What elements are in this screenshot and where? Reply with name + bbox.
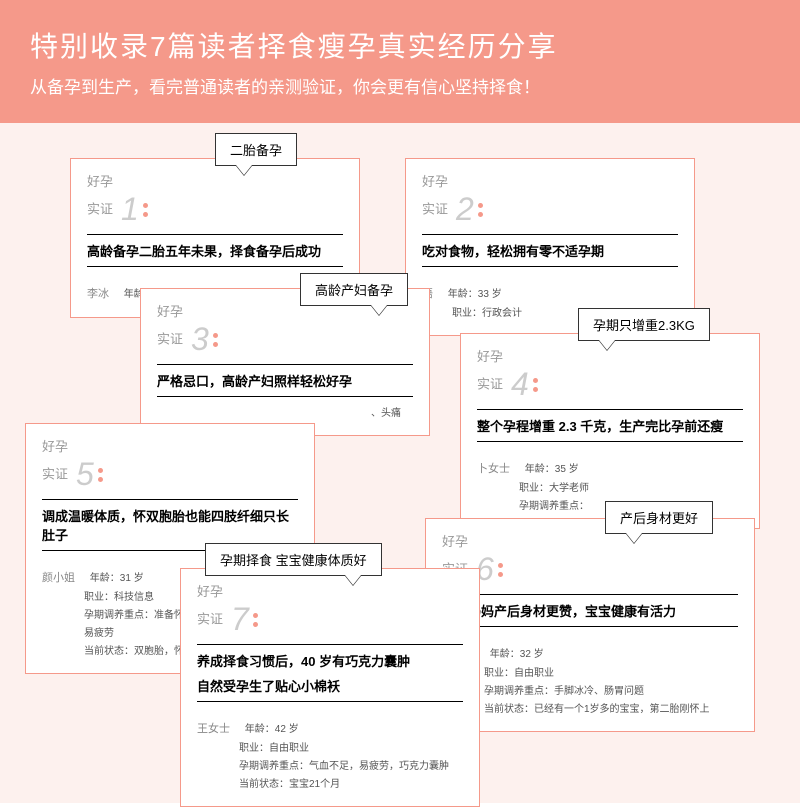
card-label: 实证 — [87, 202, 113, 217]
card-number: 5 — [76, 456, 94, 493]
testimony-card-4: 好孕 实证 4 整个孕程增重 2.3 千克，生产完比孕前还瘦 卜女士 年龄：35 … — [460, 333, 760, 529]
divider — [157, 364, 413, 365]
card-number: 3 — [191, 321, 209, 358]
divider — [87, 266, 343, 267]
person-job: 职业：自由职业 — [484, 668, 554, 679]
person-name: 颜小姐 — [42, 569, 75, 589]
card-label: 好孕 — [87, 174, 113, 189]
dots-icon — [143, 203, 148, 217]
divider — [477, 409, 743, 410]
person-job: 职业：自由职业 — [239, 743, 309, 754]
divider — [157, 396, 413, 397]
divider — [422, 266, 678, 267]
extra-text: 易疲劳 — [84, 628, 114, 639]
person-status: 当前状态：已经有一个1岁多的宝宝，第二胎刚怀上 — [484, 704, 710, 715]
extra-text: 、头痛 — [371, 408, 401, 419]
card-number: 4 — [511, 366, 529, 403]
speech-bubble-3: 孕期只增重2.3KG — [578, 308, 710, 341]
person-status: 当前状态：双胞胎，怀 — [84, 646, 184, 657]
person-status: 当前状态：宝宝21个月 — [239, 779, 340, 790]
dots-icon — [98, 468, 103, 482]
card-label: 好孕 — [477, 349, 503, 364]
card-label: 好孕 — [157, 304, 183, 319]
content-area: 好孕 实证1 高龄备孕二胎五年未果，择食备孕后成功 李冰 年龄：43 岁 好孕 … — [0, 123, 800, 803]
testimony-card-7: 好孕 实证 7 养成择食习惯后，40 岁有巧克力囊肿 自然受孕生了贴心小棉袄 王女… — [180, 568, 480, 807]
divider — [422, 234, 678, 235]
card-label: 好孕 — [42, 439, 68, 454]
card-headline: 调成温暖体质，怀双胞胎也能四肢纤细只长肚子 — [42, 506, 298, 544]
dots-icon — [498, 563, 503, 577]
dots-icon — [478, 203, 483, 217]
card-label: 实证 — [42, 467, 68, 482]
speech-bubble-2: 高龄产妇备孕 — [300, 273, 408, 306]
person-job: 职业：大学老师 — [519, 483, 589, 494]
divider — [197, 701, 463, 702]
card-headline: 瘦孕妈妈产后身材更赞，宝宝健康有活力 — [442, 601, 738, 620]
card-number: 1 — [121, 191, 139, 228]
person-focus: 孕期调养重点：准备怀 — [84, 610, 184, 621]
header-title: 特别收录7篇读者择食瘦孕真实经历分享 — [30, 25, 770, 65]
divider — [442, 626, 738, 627]
divider — [197, 644, 463, 645]
card-headline: 吃对食物，轻松拥有零不适孕期 — [422, 241, 678, 260]
person-age: 年龄：42 岁 — [245, 724, 299, 735]
divider — [42, 499, 298, 500]
person-name: 李冰 — [87, 285, 109, 305]
person-age: 年龄：35 岁 — [525, 464, 579, 475]
card-label: 实证 — [157, 332, 183, 347]
dots-icon — [533, 378, 538, 392]
card-headline: 养成择食习惯后，40 岁有巧克力囊肿 — [197, 651, 463, 670]
person-job: 职业：行政会计 — [452, 308, 522, 319]
person-age: 年龄：31 岁 — [90, 573, 144, 584]
person-job: 职业：科技信息 — [84, 592, 154, 603]
card-headline: 整个孕程增重 2.3 千克，生产完比孕前还瘦 — [477, 416, 743, 435]
card-label: 好孕 — [422, 174, 448, 189]
person-age: 年龄：32 岁 — [490, 649, 544, 660]
person-focus: 孕期调养重点：气血不足，易疲劳，巧克力囊肿 — [239, 761, 449, 772]
speech-bubble-1: 二胎备孕 — [215, 133, 297, 166]
card-label: 实证 — [422, 202, 448, 217]
person-focus: 孕期调养重点：手脚冰冷、肠胃问题 — [484, 686, 644, 697]
header-subtitle: 从备孕到生产，看完普通读者的亲测验证，你会更有信心坚持择食！ — [30, 73, 770, 98]
card-label: 好孕 — [442, 534, 468, 549]
card-headline: 高龄备孕二胎五年未果，择食备孕后成功 — [87, 241, 343, 260]
card-headline: 严格忌口，高龄产妇照样轻松好孕 — [157, 371, 413, 390]
person-name: 卜女士 — [477, 460, 510, 480]
divider — [442, 594, 738, 595]
divider — [87, 234, 343, 235]
speech-bubble-5: 产后身材更好 — [605, 501, 713, 534]
person-focus: 孕期调养重点： — [519, 501, 589, 512]
header-banner: 特别收录7篇读者择食瘦孕真实经历分享 从备孕到生产，看完普通读者的亲测验证，你会… — [0, 0, 800, 123]
card-label: 好孕 — [197, 584, 223, 599]
card-label: 实证 — [477, 377, 503, 392]
card-number: 7 — [231, 601, 249, 638]
dots-icon — [213, 333, 218, 347]
person-name: 王女士 — [197, 720, 230, 740]
card-headline-2: 自然受孕生了贴心小棉袄 — [197, 676, 463, 695]
dots-icon — [253, 613, 258, 627]
speech-bubble-4: 孕期择食 宝宝健康体质好 — [205, 543, 382, 576]
divider — [477, 441, 743, 442]
card-number: 2 — [456, 191, 474, 228]
person-age: 年龄：33 岁 — [448, 289, 502, 300]
card-label: 实证 — [197, 612, 223, 627]
